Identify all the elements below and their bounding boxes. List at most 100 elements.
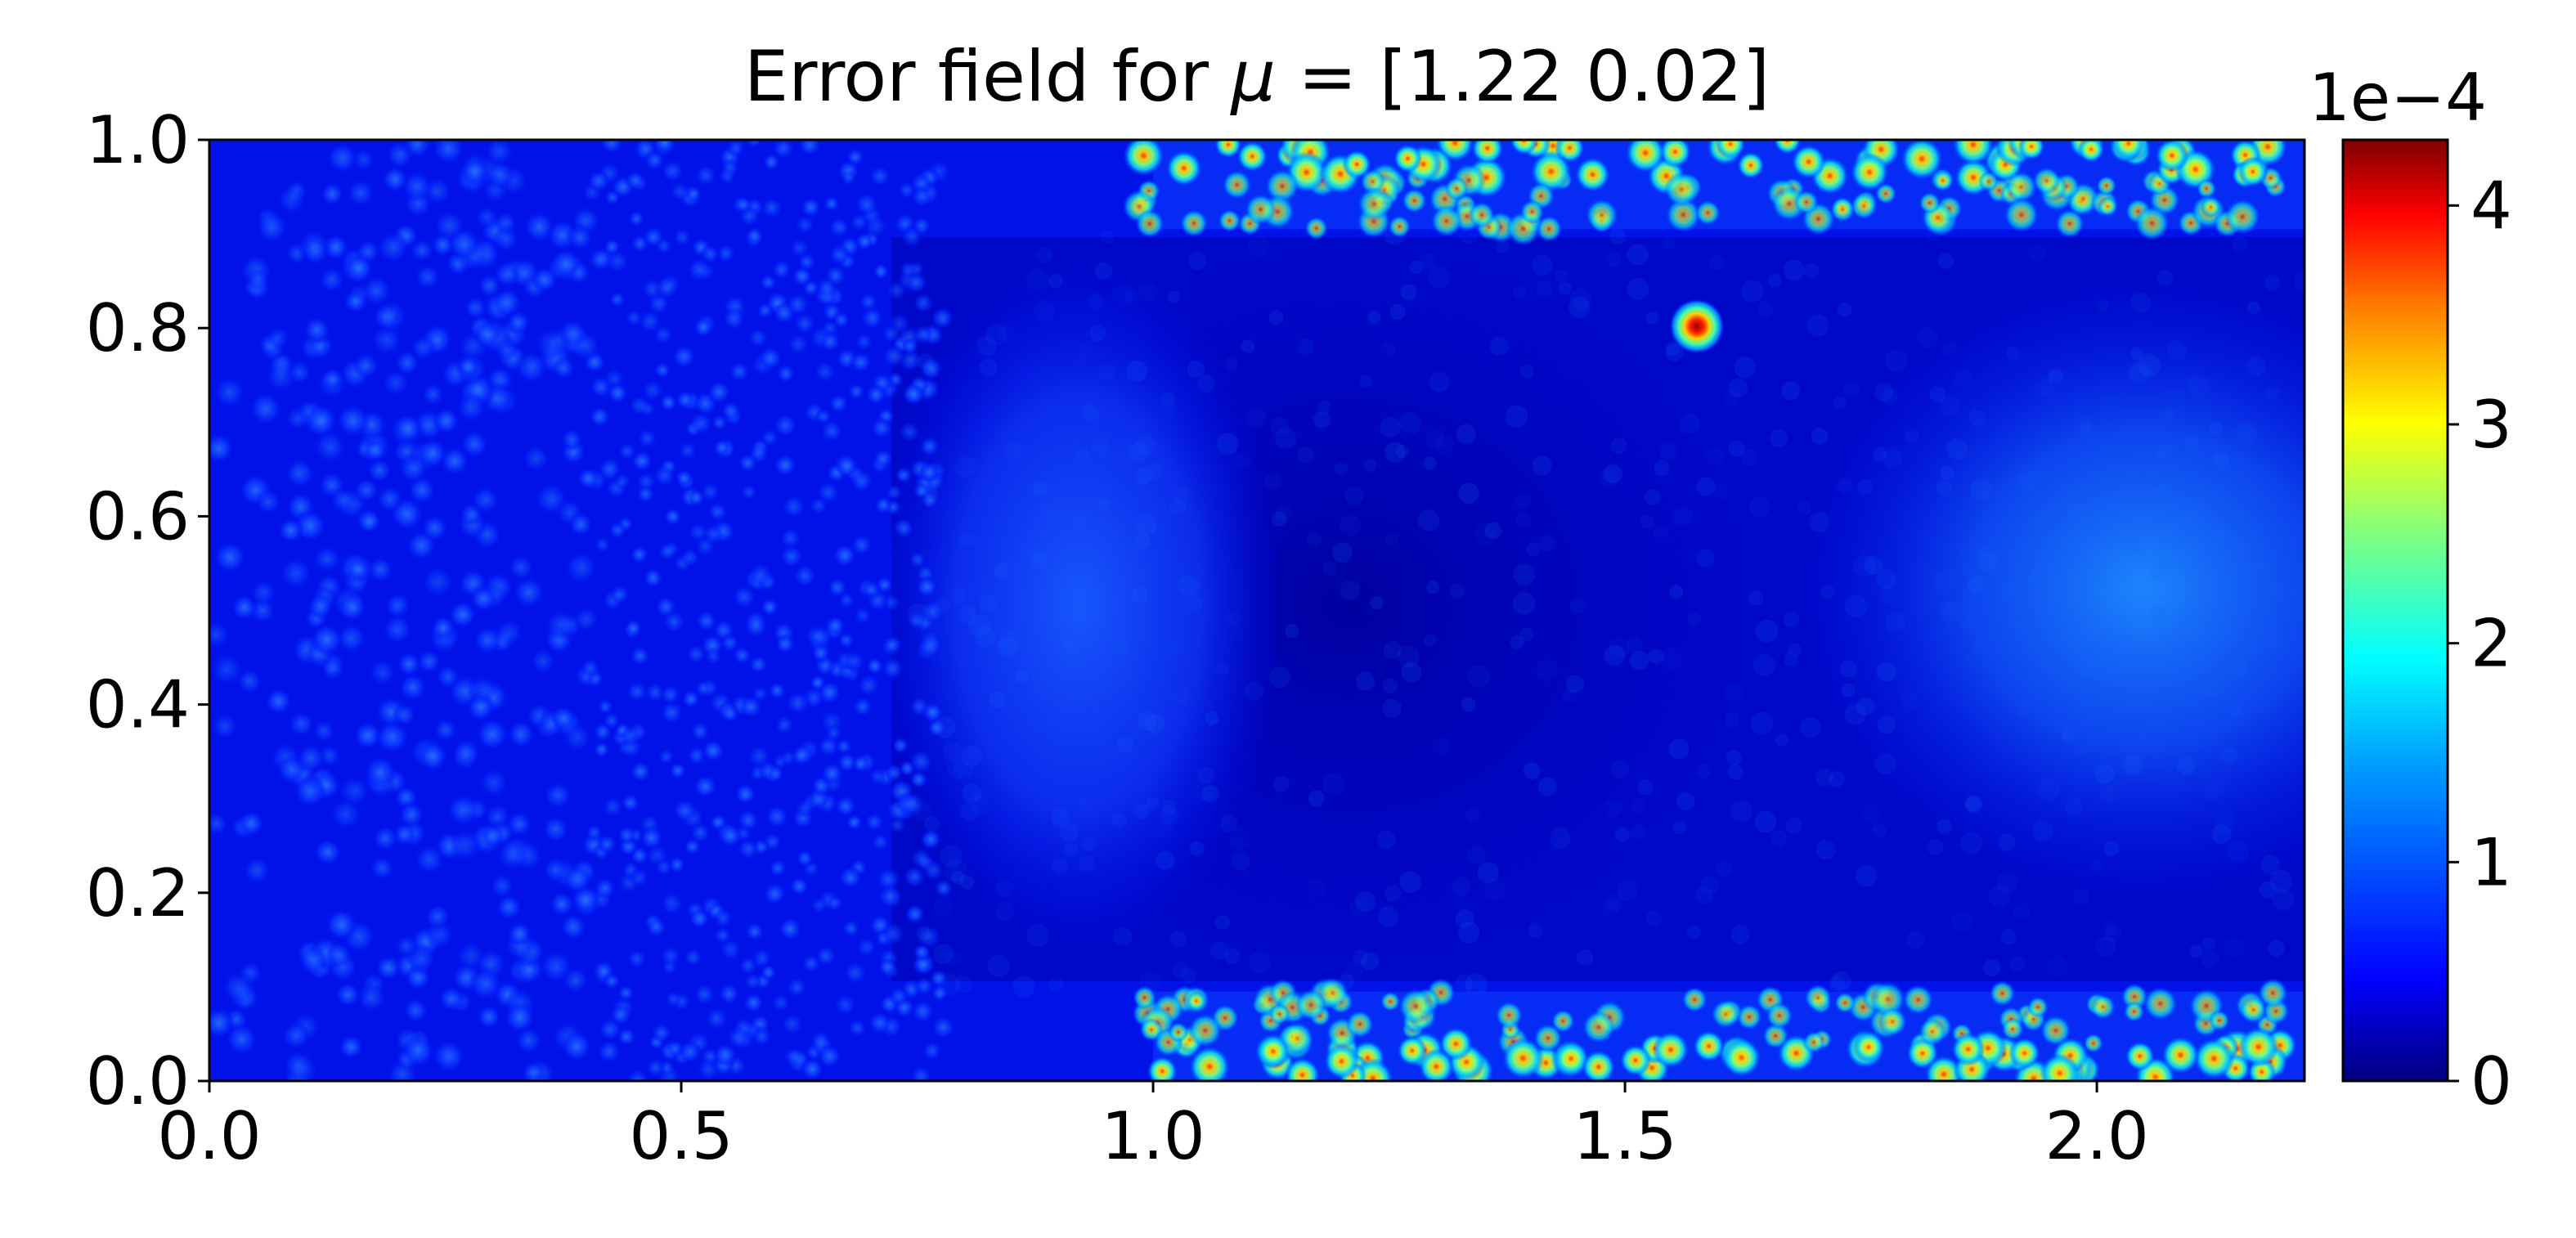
mesh-cell xyxy=(1230,851,1250,872)
mesh-cell xyxy=(1465,807,1480,823)
mesh-cell xyxy=(704,1007,729,1031)
mesh-cell xyxy=(951,871,965,885)
mesh-cell xyxy=(1968,410,1986,427)
colorbar: 0 1 2 3 4 1e−4 xyxy=(2309,60,2512,1119)
mesh-cell xyxy=(1136,514,1157,536)
mesh-cell xyxy=(2198,598,2215,614)
mesh-cell xyxy=(564,550,599,585)
mesh-cell xyxy=(1137,711,1157,731)
wall-hot-cell xyxy=(1951,1032,1986,1066)
mesh-cell xyxy=(828,244,850,266)
mesh-cell xyxy=(1513,285,1527,299)
mesh-cell xyxy=(1531,254,1553,276)
mesh-cell xyxy=(675,469,693,487)
mesh-cell xyxy=(701,739,725,763)
mesh-cell xyxy=(937,973,960,996)
mesh-cell xyxy=(1526,542,1541,557)
mesh-cell xyxy=(945,949,963,967)
wall-hot-cell xyxy=(2123,1001,2145,1022)
mesh-cell xyxy=(987,954,1010,978)
mesh-cell xyxy=(768,859,788,878)
mesh-cell xyxy=(2220,747,2238,765)
mesh-cell xyxy=(881,922,905,946)
mesh-cell xyxy=(355,239,381,265)
mesh-cell xyxy=(2264,628,2286,649)
mesh-cell xyxy=(968,793,990,814)
mesh-cell xyxy=(1959,832,1983,854)
mesh-cell xyxy=(209,811,229,837)
colorbar-gradient xyxy=(2341,138,2449,1083)
mesh-cell xyxy=(1059,822,1079,841)
mesh-cell xyxy=(720,633,740,653)
mesh-cell xyxy=(659,684,681,706)
mesh-cell xyxy=(281,1020,311,1051)
mesh-cell xyxy=(1154,820,1174,839)
mesh-cell xyxy=(1686,925,1701,940)
mesh-cell xyxy=(1605,892,1625,912)
mesh-cell xyxy=(2028,572,2044,586)
wall-hot-cell xyxy=(1715,140,1746,159)
mesh-cell xyxy=(792,563,817,588)
mesh-cell xyxy=(2166,340,2187,361)
mesh-cell xyxy=(1740,449,1758,467)
mesh-cell xyxy=(1783,611,1800,628)
mesh-cell xyxy=(1630,797,1646,814)
wall-hot-cell xyxy=(2008,1037,2040,1070)
mesh-cell xyxy=(1679,413,1701,434)
mesh-cell xyxy=(843,961,868,985)
mesh-cell xyxy=(1160,392,1175,406)
mesh-cell xyxy=(1458,482,1479,505)
mesh-cell xyxy=(1178,575,1200,598)
wall-hot-cell xyxy=(1762,1022,1789,1049)
mesh-cell xyxy=(494,211,518,235)
mesh-cell xyxy=(439,446,470,476)
mesh-cell xyxy=(678,1040,702,1064)
mesh-cell xyxy=(738,956,758,976)
mesh-cell xyxy=(827,577,848,598)
mesh-cell xyxy=(1856,697,1875,716)
mesh-cell xyxy=(713,908,734,928)
mesh-cell xyxy=(1449,583,1465,599)
mesh-cell xyxy=(1815,839,1837,860)
mesh-cell xyxy=(1399,871,1421,894)
mesh-cell xyxy=(847,1018,867,1038)
mesh-cell xyxy=(2209,422,2223,436)
mesh-cell xyxy=(2067,635,2085,653)
mesh-cell xyxy=(901,382,926,406)
mesh-cell xyxy=(2067,503,2081,518)
mesh-cell xyxy=(1173,687,1191,705)
mesh-cell xyxy=(312,429,348,464)
mesh-cell xyxy=(1477,862,1499,884)
mesh-cell xyxy=(1398,411,1422,435)
wall-hot-cell xyxy=(1663,172,1699,208)
mesh-cell xyxy=(694,680,711,697)
mesh-cell xyxy=(375,954,402,981)
mesh-cell xyxy=(2083,706,2099,722)
mesh-cell xyxy=(1856,478,1874,496)
mesh-cell xyxy=(737,837,760,860)
mesh-cell xyxy=(1937,253,1954,269)
wall-hot-cell xyxy=(1501,1037,1544,1079)
mesh-cell xyxy=(1940,465,1954,480)
mesh-cell xyxy=(398,672,428,702)
mesh-cell xyxy=(1384,442,1406,463)
mesh-cell xyxy=(1645,910,1663,927)
mesh-cell xyxy=(1223,357,1238,372)
mesh-cell xyxy=(2264,275,2281,292)
mesh-cell xyxy=(629,868,650,888)
mesh-cell xyxy=(1916,326,1938,348)
mesh-cell xyxy=(369,855,395,881)
wall-hot-cell xyxy=(2237,156,2269,187)
mesh-cell xyxy=(2009,956,2026,972)
mesh-cell xyxy=(940,844,963,868)
mesh-cell xyxy=(2259,881,2277,899)
mesh-cell xyxy=(1723,682,1744,702)
mesh-cell xyxy=(1078,854,1094,872)
wall-hot-cell xyxy=(2112,140,2146,160)
mesh-cell xyxy=(913,802,933,822)
mesh-cell xyxy=(716,244,736,263)
mesh-cell xyxy=(630,760,652,783)
mesh-cell xyxy=(1767,273,1782,288)
wall-hot-cell xyxy=(1978,171,1999,192)
mesh-cell xyxy=(1873,446,1887,462)
